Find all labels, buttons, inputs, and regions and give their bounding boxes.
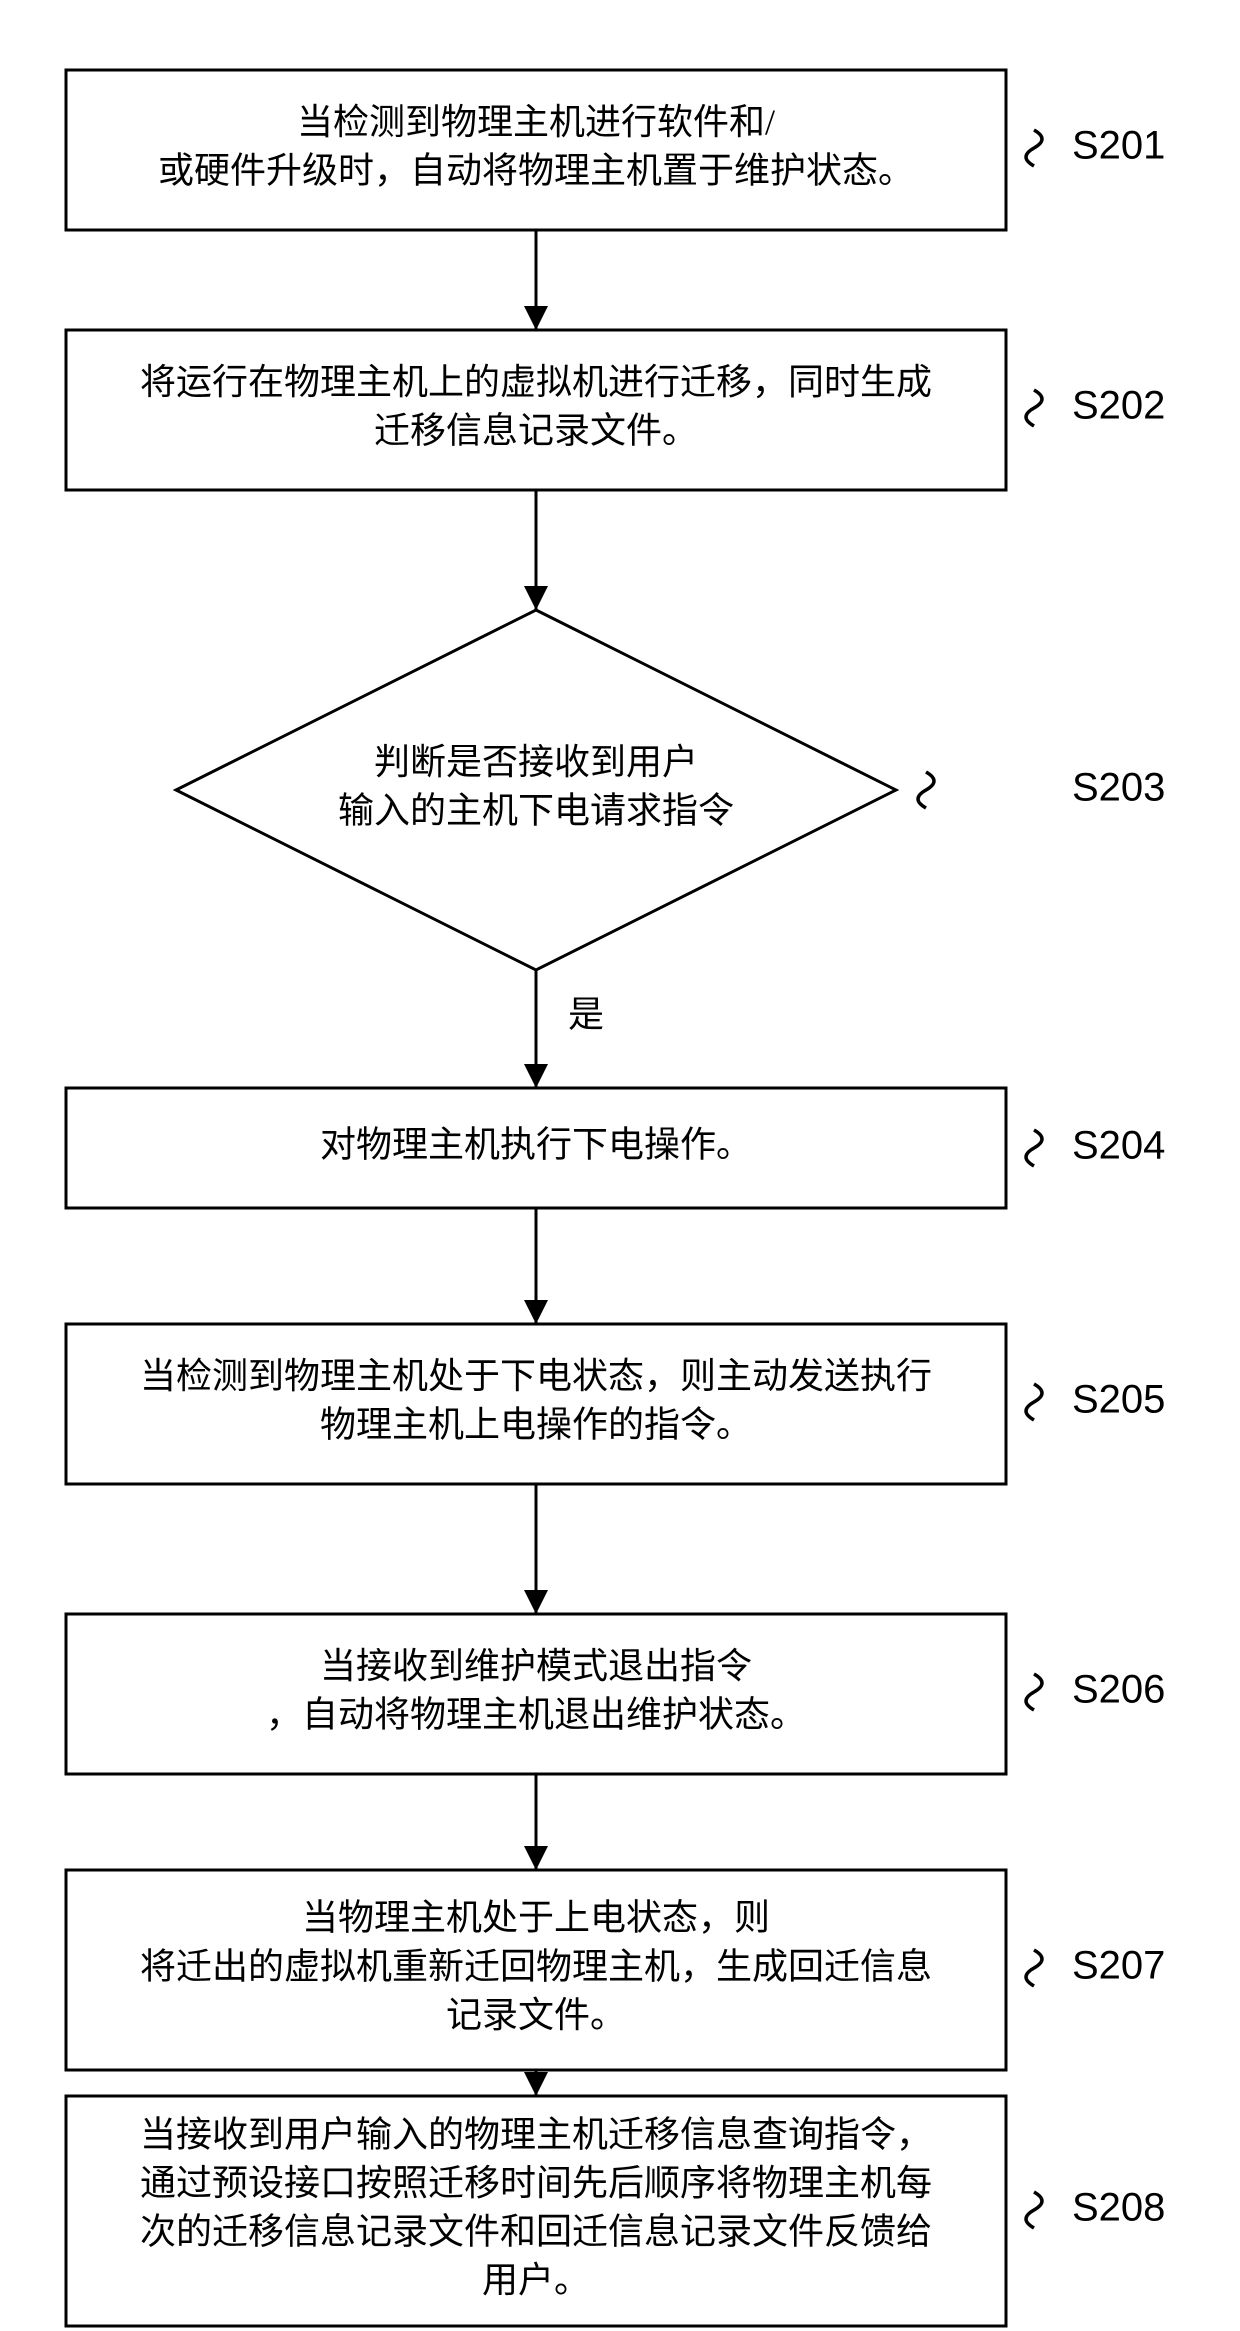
flow-node-s201: 当检测到物理主机进行软件和/或硬件升级时，自动将物理主机置于维护状态。 S201 <box>66 70 1165 230</box>
step-tag: S208 <box>1072 2186 1165 2230</box>
svg-text:物理主机上电操作的指令。: 物理主机上电操作的指令。 <box>320 1405 752 1445</box>
svg-text:将运行在物理主机上的虚拟机进行迁移，同时生成: 将运行在物理主机上的虚拟机进行迁移，同时生成 <box>140 362 932 402</box>
svg-text:输入的主机下电请求指令: 输入的主机下电请求指令 <box>338 791 734 831</box>
svg-text:对物理主机执行下电操作。: 对物理主机执行下电操作。 <box>320 1124 752 1164</box>
flow-node-s204: 对物理主机执行下电操作。 S204 <box>66 1088 1165 1208</box>
step-tag: S204 <box>1072 1124 1165 1168</box>
svg-text:将迁出的虚拟机重新迁回物理主机，生成回迁信息: 将迁出的虚拟机重新迁回物理主机，生成回迁信息 <box>140 1946 932 1986</box>
edge-label: 是 <box>568 994 604 1034</box>
svg-text:次的迁移信息记录文件和回迁信息记录文件反馈给: 次的迁移信息记录文件和回迁信息记录文件反馈给 <box>140 2212 932 2252</box>
svg-text:记录文件。: 记录文件。 <box>446 1995 626 2035</box>
svg-text:或硬件升级时，自动将物理主机置于维护状态。: 或硬件升级时，自动将物理主机置于维护状态。 <box>158 151 914 191</box>
svg-text:当检测到物理主机处于下电状态，则主动发送执行: 当检测到物理主机处于下电状态，则主动发送执行 <box>140 1356 932 1396</box>
step-tag: S203 <box>1072 766 1165 810</box>
svg-text:用户。: 用户。 <box>482 2260 590 2300</box>
step-tag: S205 <box>1072 1378 1165 1422</box>
svg-text:当接收到维护模式退出指令: 当接收到维护模式退出指令 <box>320 1646 752 1686</box>
svg-text:，自动将物理主机退出维护状态。: ，自动将物理主机退出维护状态。 <box>266 1695 806 1735</box>
svg-text:当物理主机处于上电状态，则: 当物理主机处于上电状态，则 <box>302 1898 770 1938</box>
svg-text:判断是否接收到用户: 判断是否接收到用户 <box>374 742 698 782</box>
flow-node-s203: 判断是否接收到用户输入的主机下电请求指令 S203 <box>176 610 1165 970</box>
step-tag: S206 <box>1072 1668 1165 1712</box>
svg-text:迁移信息记录文件。: 迁移信息记录文件。 <box>374 411 698 451</box>
flow-node-s205: 当检测到物理主机处于下电状态，则主动发送执行物理主机上电操作的指令。 S205 <box>66 1324 1165 1484</box>
step-tag: S202 <box>1072 384 1165 428</box>
flow-node-s206: 当接收到维护模式退出指令 ，自动将物理主机退出维护状态。 S206 <box>66 1614 1165 1774</box>
flow-node-s208: 当接收到用户输入的物理主机迁移信息查询指令， 通过预设接口按照迁移时间先后顺序将物… <box>66 2096 1165 2326</box>
flow-node-s202: 将运行在物理主机上的虚拟机进行迁移，同时生成迁移信息记录文件。 S202 <box>66 330 1165 490</box>
step-tag: S207 <box>1072 1944 1165 1988</box>
svg-text:当检测到物理主机进行软件和/: 当检测到物理主机进行软件和/ <box>297 102 775 142</box>
step-tag: S201 <box>1072 124 1165 168</box>
flow-node-s207: 当物理主机处于上电状态，则将迁出的虚拟机重新迁回物理主机，生成回迁信息记录文件。… <box>66 1870 1165 2070</box>
svg-text:当接收到用户输入的物理主机迁移信息查询指令，: 当接收到用户输入的物理主机迁移信息查询指令， <box>140 2114 932 2154</box>
svg-text:通过预设接口按照迁移时间先后顺序将物理主机每: 通过预设接口按照迁移时间先后顺序将物理主机每 <box>140 2163 932 2203</box>
